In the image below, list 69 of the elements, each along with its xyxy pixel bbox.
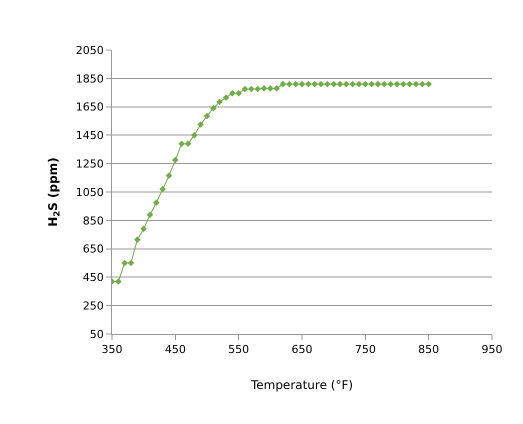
x-tick-label: 350 [102, 343, 122, 356]
point [184, 140, 192, 147]
point [419, 80, 426, 88]
point [330, 80, 337, 88]
y-tick-label: 1650 [76, 100, 104, 114]
x-tick-label: 850 [418, 343, 440, 356]
point [298, 80, 306, 88]
y-tick-label: 1050 [76, 186, 104, 199]
y-tick-label: 250 [82, 299, 104, 312]
point [254, 86, 261, 92]
x-tick-label: 650 [292, 343, 312, 356]
y-tick-label: 850 [82, 214, 104, 228]
point [412, 80, 420, 88]
point [292, 80, 299, 88]
point [267, 85, 274, 92]
point [336, 80, 344, 88]
point [229, 90, 236, 97]
point [216, 98, 223, 106]
point [260, 85, 268, 92]
point [406, 80, 413, 88]
point [305, 80, 312, 88]
point [140, 226, 147, 232]
point [324, 80, 331, 88]
y-tick-label: 1450 [76, 129, 104, 142]
point [235, 90, 242, 97]
x-tick-label: 950 [482, 343, 502, 356]
point [134, 236, 141, 243]
point [121, 260, 128, 266]
point [400, 80, 407, 88]
x-tick-label: 550 [228, 343, 250, 356]
y-tick-label: 650 [82, 242, 104, 256]
point [159, 186, 166, 192]
point [356, 80, 362, 88]
point [178, 140, 185, 147]
point [172, 156, 179, 164]
point [128, 260, 134, 266]
point [311, 80, 318, 88]
point [153, 199, 160, 206]
point [280, 80, 286, 88]
point [166, 172, 172, 179]
point [191, 132, 198, 138]
point [286, 80, 293, 88]
point [146, 211, 154, 218]
point [197, 121, 204, 128]
point [273, 85, 280, 92]
y-tick-label: 450 [82, 271, 104, 284]
point [349, 80, 356, 88]
point [343, 80, 350, 88]
point [204, 112, 210, 120]
point [381, 80, 388, 88]
point [242, 86, 248, 92]
point [394, 80, 400, 88]
y-tick-label: 1250 [76, 157, 104, 170]
point [248, 86, 255, 92]
point [222, 94, 230, 101]
point [115, 278, 122, 285]
point [210, 104, 217, 112]
x-tick-label: 450 [164, 343, 186, 356]
x-tick-label: 750 [354, 343, 376, 356]
y-tick-label: 2050 [76, 44, 104, 57]
point [425, 80, 432, 88]
point [374, 80, 382, 88]
point [387, 80, 394, 88]
y-tick-label: 50 [90, 328, 104, 341]
x-axis-title: Temperature (°F) [250, 378, 354, 392]
point [362, 80, 369, 88]
point [318, 80, 324, 88]
y-tick-label: 1850 [76, 72, 104, 86]
point [368, 80, 375, 88]
